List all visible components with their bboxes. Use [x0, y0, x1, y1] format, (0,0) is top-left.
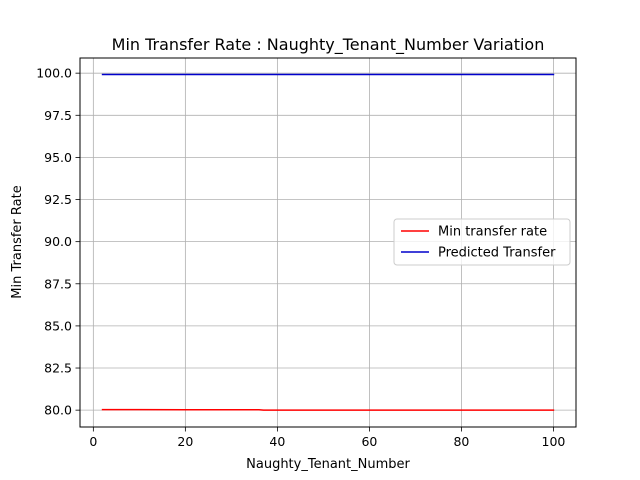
x-tick-label: 20: [177, 434, 193, 449]
y-tick-label: 82.5: [44, 361, 72, 376]
series-line-1: [101, 408, 555, 411]
y-tick-label: 80.0: [44, 403, 72, 418]
y-tick-label: 87.5: [44, 276, 72, 291]
y-tick-label: 92.5: [44, 192, 72, 207]
y-tick-label: 95.0: [44, 150, 72, 165]
y-axis-ticks: 80.0 82.5 85.0 87.5 90.0 92.5 95.0 97.5 100.0: [36, 66, 80, 418]
legend: Min transfer rate Predicted Transfer: [393, 218, 571, 266]
x-axis-ticks: 0 20 40 60 80 100: [89, 427, 565, 449]
plot-area: [79, 57, 577, 428]
y-tick-label: 85.0: [44, 318, 72, 333]
legend-label-1: Min transfer rate: [438, 225, 547, 240]
x-tick-label: 40: [269, 434, 285, 449]
y-axis-label: Min Transfer Rate: [10, 185, 25, 298]
chart-title: Min Transfer Rate : Naughty_Tenant_Numbe…: [112, 35, 545, 55]
legend-label-2: Predicted Transfer: [438, 246, 556, 261]
x-tick-label: 80: [453, 434, 469, 449]
x-tick-label: 0: [89, 434, 97, 449]
x-axis-label: Naughty_Tenant_Number: [246, 457, 410, 472]
legend-box: [393, 218, 571, 266]
series-layer: [101, 73, 555, 411]
y-tick-label: 97.5: [44, 108, 72, 123]
y-tick-label: 100.0: [36, 66, 72, 81]
x-tick-label: 60: [361, 434, 377, 449]
x-tick-label: 100: [542, 434, 566, 449]
y-tick-label: 90.0: [44, 234, 72, 249]
